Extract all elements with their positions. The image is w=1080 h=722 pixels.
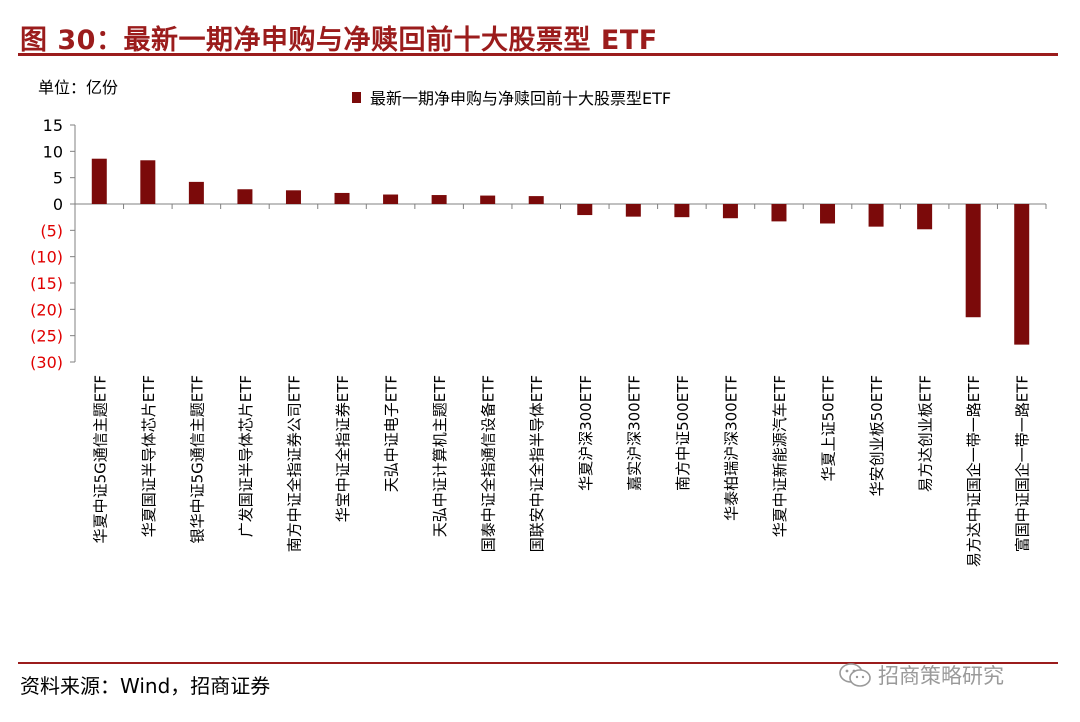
x-category-label: 国泰中证全指通信设备ETF xyxy=(480,375,498,552)
bar-7 xyxy=(383,194,399,204)
wechat-icon xyxy=(839,663,871,687)
y-tick-label: (5) xyxy=(40,221,63,240)
x-category-label: 华宝中证全指证券ETF xyxy=(334,375,352,522)
x-category-label: 易方达中证国企一带一路ETF xyxy=(965,375,983,567)
bar-18 xyxy=(917,204,933,230)
bar-20 xyxy=(1014,204,1030,345)
legend-label: 最新一期净申购与净赎回前十大股票型ETF xyxy=(370,89,672,108)
bar-10 xyxy=(528,196,544,204)
bar-6 xyxy=(334,192,350,204)
bar-chart: 15 10 5 0 (5) (10) (15) (20) (25) (30) 华夏中证5G通信主题E… xyxy=(30,116,1047,567)
bar-4 xyxy=(237,189,253,204)
title-divider xyxy=(18,53,1058,56)
watermark-label: 招商策略研究 xyxy=(878,664,1004,688)
x-category-label: 华夏沪深300ETF xyxy=(577,375,595,491)
y-tick-label: 15 xyxy=(43,116,63,135)
bar-19 xyxy=(965,204,981,318)
y-tick-label: (15) xyxy=(30,274,63,293)
bar-13 xyxy=(674,204,690,218)
y-tick-label: 0 xyxy=(53,195,63,214)
x-category-label: 华夏上证50ETF xyxy=(820,375,838,481)
bar-14 xyxy=(722,204,738,219)
bar-1 xyxy=(91,158,107,204)
x-category-label: 南方中证500ETF xyxy=(674,375,692,491)
bar-2 xyxy=(140,160,156,204)
x-category-label: 华夏国证半导体芯片ETF xyxy=(140,375,158,537)
bar-9 xyxy=(480,195,496,204)
bar-17 xyxy=(868,204,884,227)
footer-divider xyxy=(18,662,1058,664)
y-tick-label: (30) xyxy=(30,353,63,372)
legend-swatch xyxy=(352,91,361,103)
y-tick-label: (10) xyxy=(30,248,63,267)
bar-16 xyxy=(820,204,836,224)
y-tick-label: (25) xyxy=(30,327,63,346)
x-category-label: 南方中证全指证券公司ETF xyxy=(285,375,303,552)
x-category-label: 银华中证5G通信主题ETF xyxy=(188,375,206,543)
x-category-label: 嘉实沪深300ETF xyxy=(625,375,643,491)
figure-title: 图 30：最新一期净申购与净赎回前十大股票型 ETF xyxy=(20,25,658,56)
bar-5 xyxy=(285,190,301,204)
x-category-label: 华泰柏瑞沪深300ETF xyxy=(722,375,740,521)
x-category-label: 天弘中证电子ETF xyxy=(383,375,401,492)
y-tick-label: 5 xyxy=(53,169,63,188)
bar-15 xyxy=(771,204,787,222)
bar-12 xyxy=(625,204,641,217)
x-category-label: 富国中证国企一带一路ETF xyxy=(1014,375,1032,552)
x-category-label: 天弘中证计算机主题ETF xyxy=(431,375,449,537)
chart-legend: 最新一期净申购与净赎回前十大股票型ETF xyxy=(352,85,671,109)
watermark: 招商策略研究 xyxy=(838,660,1004,690)
x-category-label: 易方达创业板ETF xyxy=(917,375,935,492)
bar-11 xyxy=(577,204,593,216)
x-category-label: 华夏中证5G通信主题ETF xyxy=(91,375,109,543)
x-category-label: 华夏中证新能源汽车ETF xyxy=(771,375,789,537)
bar-8 xyxy=(431,195,447,204)
y-tick-label: (20) xyxy=(30,300,63,319)
x-category-label: 国联安中证全指半导体ETF xyxy=(528,375,546,552)
x-category-label: 华安创业板50ETF xyxy=(868,375,886,496)
y-tick-label: 10 xyxy=(43,142,63,161)
source-note: 资料来源：Wind，招商证券 xyxy=(20,674,271,698)
bar-3 xyxy=(188,181,204,204)
unit-label: 单位：亿份 xyxy=(38,78,119,97)
x-category-label: 广发国证半导体芯片ETF xyxy=(237,375,255,537)
